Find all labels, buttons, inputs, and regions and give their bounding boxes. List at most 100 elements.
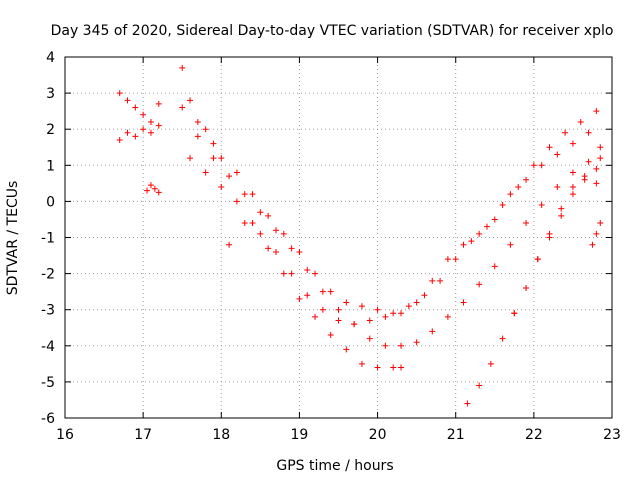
data-point — [257, 209, 264, 216]
data-point — [144, 187, 151, 194]
data-point — [476, 281, 483, 288]
data-point — [358, 360, 365, 367]
x-tick-label: 20 — [369, 427, 387, 443]
y-tick-label: 1 — [46, 158, 55, 174]
data-point — [507, 191, 514, 198]
data-point — [151, 185, 158, 192]
data-point — [288, 270, 295, 277]
data-point — [413, 339, 420, 346]
series-track-4 — [179, 64, 600, 317]
marks-layer — [116, 64, 604, 407]
data-point — [233, 198, 240, 205]
data-point — [335, 317, 342, 324]
data-point — [327, 331, 334, 338]
data-point — [581, 176, 588, 183]
data-point — [335, 306, 342, 313]
data-point — [132, 104, 139, 111]
data-point — [444, 313, 451, 320]
y-tick-label: -5 — [41, 375, 55, 391]
data-point — [499, 202, 506, 209]
y-axis-label: SDTVAR / TECUs — [5, 181, 21, 296]
data-point — [444, 256, 451, 263]
data-point — [210, 155, 217, 162]
data-point — [265, 212, 272, 219]
series-track-1 — [116, 90, 162, 125]
data-point — [597, 155, 604, 162]
data-point — [511, 310, 518, 317]
data-point — [569, 191, 576, 198]
data-point — [499, 335, 506, 342]
data-point — [593, 165, 600, 172]
data-point — [147, 118, 154, 125]
data-point — [202, 169, 209, 176]
data-point — [374, 306, 381, 313]
data-point — [358, 303, 365, 310]
data-point — [491, 216, 498, 223]
data-point — [218, 155, 225, 162]
data-point — [116, 137, 123, 144]
data-point — [366, 317, 373, 324]
data-point — [398, 310, 405, 317]
series-track-2 — [116, 122, 162, 144]
data-point — [593, 108, 600, 115]
data-point — [116, 90, 123, 97]
data-point — [523, 176, 530, 183]
data-point — [558, 212, 565, 219]
data-point — [272, 248, 279, 255]
data-point — [241, 191, 248, 198]
y-tick-label: 0 — [46, 194, 55, 210]
x-tick-label: 23 — [603, 427, 621, 443]
data-point — [405, 303, 412, 310]
chart-title: Day 345 of 2020, Sidereal Day-to-day VTE… — [51, 23, 614, 39]
y-tick-label: 2 — [46, 122, 55, 138]
data-point — [296, 248, 303, 255]
data-point — [179, 104, 186, 111]
data-point — [319, 306, 326, 313]
data-point — [464, 400, 471, 407]
data-point — [398, 342, 405, 349]
data-point — [351, 321, 358, 328]
data-point — [585, 129, 592, 136]
data-point — [155, 100, 162, 107]
data-point — [429, 277, 436, 284]
y-tick-label: -4 — [41, 339, 55, 355]
x-tick-label: 17 — [134, 427, 152, 443]
data-point — [390, 364, 397, 371]
data-point — [155, 189, 162, 196]
data-point — [265, 245, 272, 252]
data-point — [413, 299, 420, 306]
data-point — [124, 129, 131, 136]
x-tick-label: 16 — [56, 427, 74, 443]
x-tick-label: 18 — [212, 427, 230, 443]
data-point — [226, 173, 233, 180]
data-point — [257, 230, 264, 237]
data-point — [452, 256, 459, 263]
data-point — [147, 129, 154, 136]
data-point — [390, 310, 397, 317]
data-point — [272, 227, 279, 234]
data-point — [538, 202, 545, 209]
y-tick-label: 4 — [46, 50, 55, 66]
data-point — [569, 169, 576, 176]
data-point — [593, 180, 600, 187]
data-point — [515, 183, 522, 190]
data-point — [366, 335, 373, 342]
data-point — [124, 97, 131, 104]
data-point — [460, 241, 467, 248]
data-point — [343, 299, 350, 306]
series-track-3 — [144, 182, 162, 196]
data-point — [483, 223, 490, 230]
data-point — [382, 342, 389, 349]
series-track-7 — [226, 129, 604, 328]
data-point — [382, 313, 389, 320]
data-point — [491, 263, 498, 270]
data-point — [226, 241, 233, 248]
series-track-5 — [179, 104, 604, 349]
x-tick-label: 22 — [525, 427, 543, 443]
data-point — [585, 158, 592, 165]
data-point — [554, 151, 561, 158]
data-point — [562, 129, 569, 136]
data-point — [233, 169, 240, 176]
